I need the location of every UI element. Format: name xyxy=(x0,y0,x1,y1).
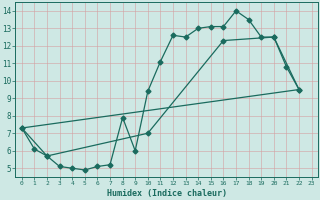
X-axis label: Humidex (Indice chaleur): Humidex (Indice chaleur) xyxy=(107,189,227,198)
